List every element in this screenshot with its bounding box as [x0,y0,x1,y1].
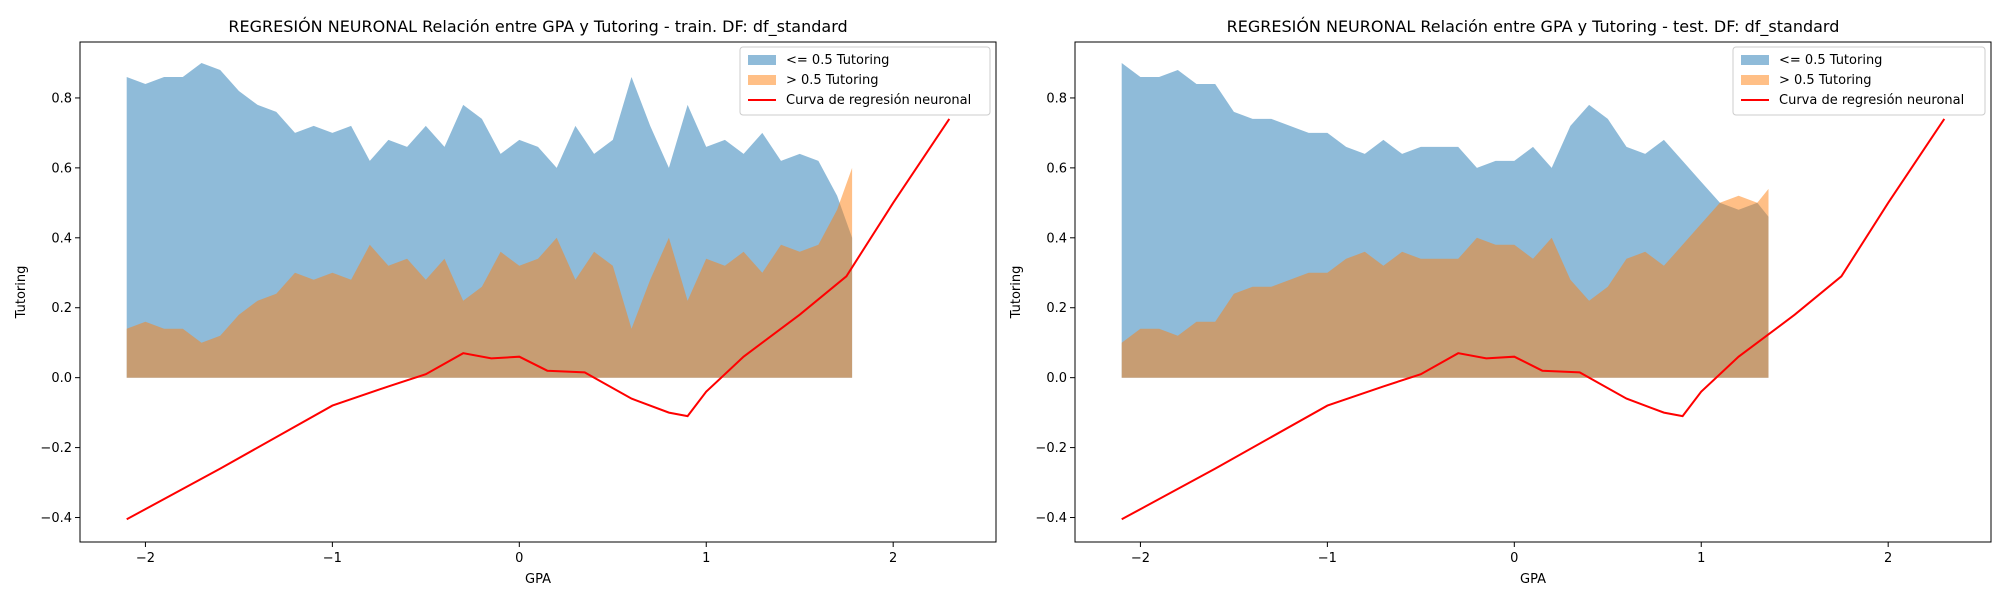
y-axis-label: Tutoring [14,266,29,320]
x-tick-label: −1 [1318,551,1337,566]
y-tick-label: 0.2 [1046,301,1067,316]
legend-label: <= 0.5 Tutoring [1779,53,1882,68]
area-layer [126,63,853,378]
legend-label: > 0.5 Tutoring [1779,73,1872,88]
legend-swatch [748,75,776,85]
plot-frame [1074,41,1992,543]
y-tick-label: −0.2 [1035,441,1067,456]
chart-title: REGRESIÓN NEURONAL Relación entre GPA y … [1227,17,1840,37]
x-tick-label: 0 [1510,551,1518,566]
x-tick-label: 2 [1884,551,1892,566]
legend: <= 0.5 Tutoring > 0.5 Tutoring Curva de … [739,46,991,116]
y-axis-ticks: −0.4 −0.2 0.0 0.2 0.4 0.6 0.8 [1035,91,1075,526]
legend-swatch [1741,75,1769,85]
y-axis-label: Tutoring [1009,266,1024,320]
legend-swatch [1741,55,1769,65]
regression-line-layer [1121,118,1946,521]
legend-swatch [748,55,776,65]
x-tick-label: 2 [889,551,897,566]
legend-label: Curva de regresión neuronal [1779,93,1964,108]
area-series [1121,188,1769,378]
legend: <= 0.5 Tutoring > 0.5 Tutoring Curva de … [1732,46,1986,116]
regression-line [126,118,951,521]
regression-line-layer [126,118,951,521]
area-layer [1121,63,1769,378]
y-tick-label: 0.2 [51,301,72,316]
y-tick-label: −0.4 [40,511,72,526]
legend-box [739,46,991,116]
legend-label: <= 0.5 Tutoring [786,53,889,68]
x-tick-label: 1 [702,551,710,566]
x-axis-label: GPA [1520,572,1546,587]
legend-label: > 0.5 Tutoring [786,73,879,88]
x-axis-ticks: −2 −1 0 1 2 [136,542,897,566]
area-series [126,167,853,378]
x-tick-label: −2 [1131,551,1150,566]
legend-box [1732,46,1986,116]
x-axis-ticks: −2 −1 0 1 2 [1131,542,1892,566]
y-tick-label: 0.4 [1046,231,1067,246]
y-tick-label: 0.6 [1046,161,1067,176]
y-tick-label: 0.4 [51,231,72,246]
y-axis-ticks: −0.4 −0.2 0.0 0.2 0.4 0.6 0.8 [40,91,80,526]
y-tick-label: 0.0 [51,371,72,386]
x-axis-label: GPA [525,572,551,587]
y-tick-label: 0.8 [1046,91,1067,106]
legend-label: Curva de regresión neuronal [786,93,971,108]
plot-frame [79,41,997,543]
chart-test: REGRESIÓN NEURONAL Relación entre GPA y … [1009,17,1992,587]
chart-title: REGRESIÓN NEURONAL Relación entre GPA y … [228,17,847,37]
y-tick-label: 0.8 [51,91,72,106]
y-tick-label: −0.4 [1035,511,1067,526]
chart-train: REGRESIÓN NEURONAL Relación entre GPA y … [14,17,997,587]
x-tick-label: −1 [323,551,342,566]
x-tick-label: 0 [515,551,523,566]
regression-line [1121,118,1946,521]
x-tick-label: 1 [1697,551,1705,566]
y-tick-label: 0.6 [51,161,72,176]
x-tick-label: −2 [136,551,155,566]
y-tick-label: 0.0 [1046,371,1067,386]
y-tick-label: −0.2 [40,441,72,456]
